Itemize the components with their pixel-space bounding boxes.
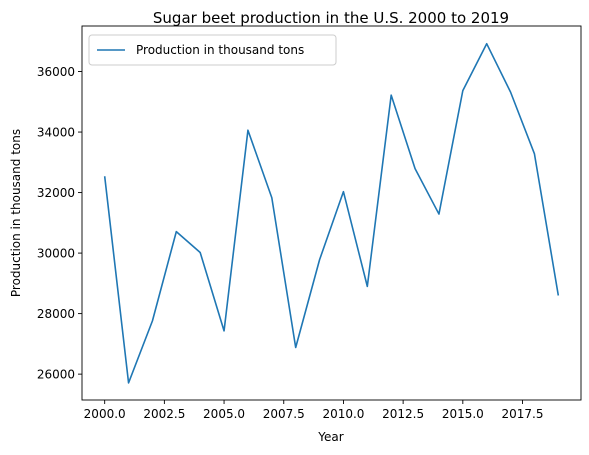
- x-axis-label: Year: [317, 430, 343, 444]
- x-tick-label: 2002.5: [143, 407, 185, 421]
- chart-title: Sugar beet production in the U.S. 2000 t…: [153, 9, 509, 27]
- y-tick-label: 30000: [37, 247, 75, 261]
- x-tick-label: 2015.0: [442, 407, 484, 421]
- y-tick-label: 26000: [37, 368, 75, 382]
- plot-frame: [81, 25, 582, 401]
- legend: Production in thousand tons: [88, 34, 337, 66]
- x-tick-label: 2010.0: [322, 407, 364, 421]
- x-tick-label: 2012.5: [382, 407, 424, 421]
- y-tick-label: 28000: [37, 307, 75, 321]
- series-line-0: [103, 42, 560, 384]
- y-axis-label: Production in thousand tons: [9, 129, 23, 297]
- legend-box: [88, 34, 337, 66]
- x-tick-label: 2000.0: [84, 407, 126, 421]
- y-tick-label: 36000: [37, 65, 75, 79]
- x-tick-label: 2007.5: [263, 407, 305, 421]
- y-tick-label: 34000: [37, 126, 75, 140]
- legend-label: Production in thousand tons: [136, 43, 304, 57]
- x-tick-label: 2017.5: [502, 407, 544, 421]
- y-tick-label: 32000: [37, 186, 75, 200]
- x-tick-label: 2005.0: [203, 407, 245, 421]
